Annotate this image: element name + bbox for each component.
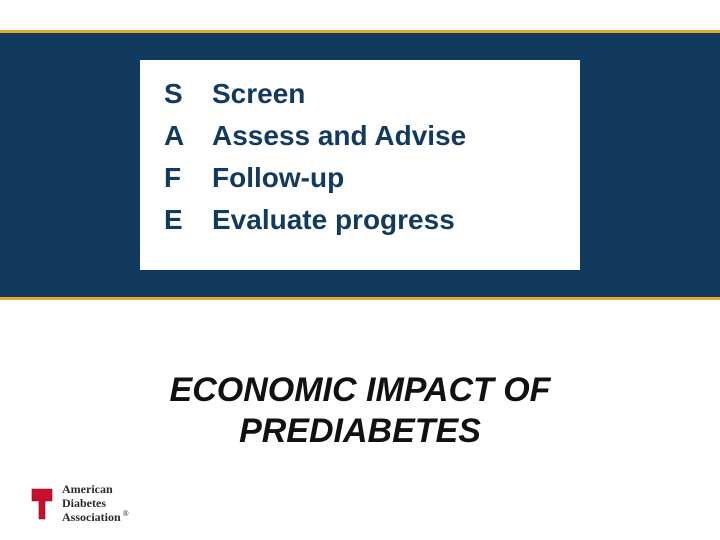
acronym-description: Assess and Advise bbox=[212, 120, 466, 152]
acronym-letter: F bbox=[164, 162, 212, 194]
logo-line-2: Diabetes bbox=[62, 497, 129, 510]
heading-line-2: PREDIABETES bbox=[0, 411, 720, 452]
heading-line-1: ECONOMIC IMPACT OF bbox=[0, 370, 720, 411]
acronym-row: E Evaluate progress bbox=[164, 204, 556, 236]
ada-logo-text: American Diabetes Association® bbox=[62, 483, 129, 524]
acronym-description: Evaluate progress bbox=[212, 204, 455, 236]
ada-logo: American Diabetes Association® bbox=[28, 483, 129, 524]
acronym-row: F Follow-up bbox=[164, 162, 556, 194]
acronym-row: S Screen bbox=[164, 78, 556, 110]
logo-line-3: Association® bbox=[62, 510, 129, 524]
acronym-letter: A bbox=[164, 120, 212, 152]
acronym-letter: S bbox=[164, 78, 212, 110]
acronym-letter: E bbox=[164, 204, 212, 236]
ada-logo-mark bbox=[28, 487, 56, 521]
logo-line-1: American bbox=[62, 483, 129, 496]
slide-heading: ECONOMIC IMPACT OF PREDIABETES bbox=[0, 370, 720, 452]
acronym-description: Screen bbox=[212, 78, 305, 110]
acronym-description: Follow-up bbox=[212, 162, 344, 194]
acronym-box: S Screen A Assess and Advise F Follow-up… bbox=[140, 60, 580, 270]
acronym-row: A Assess and Advise bbox=[164, 120, 556, 152]
